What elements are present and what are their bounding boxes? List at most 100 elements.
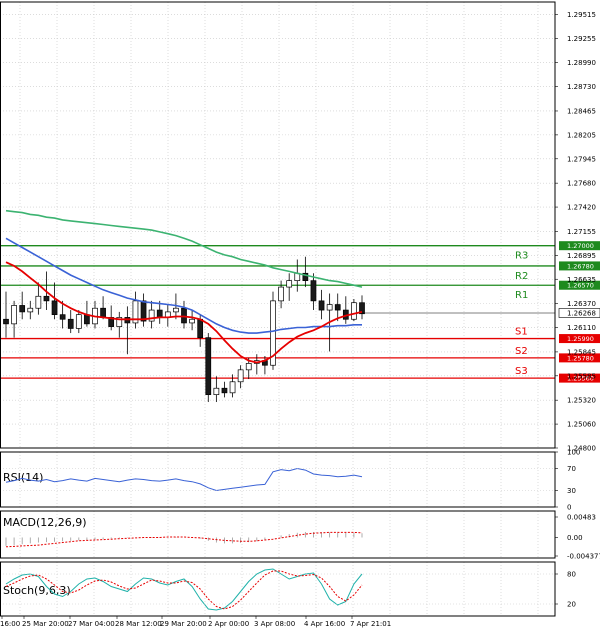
candle [213,376,220,403]
candle [100,296,106,320]
rsi-tick-label: 70 [567,465,576,473]
pivot-level-badge-text: 1.26570 [567,282,594,290]
candle-body [237,369,244,383]
candle-body [278,286,284,302]
candle [67,310,74,334]
price-tick-label: 1.28730 [567,83,596,91]
candles [3,256,365,403]
candle [318,289,325,320]
price-tick-label: 1.25320 [567,397,596,405]
candle [19,291,26,320]
ma-red-line [5,261,363,364]
candle-body [270,300,276,366]
candle [181,300,187,329]
rsi-axis: 100 70 30 0 [0,449,580,512]
time-axis: 16:00 25 Mar 20:00 27 Mar 04:00 28 Mar 12:0… [0,616,391,628]
stoch-tick-label: 80 [567,571,576,579]
candle [278,280,284,309]
panel-frame [0,1,556,449]
candle-body [43,295,50,302]
macd-axis: 0.00483 0.00 -0.004377 [555,514,600,561]
candle-body [334,304,341,311]
candle-body [75,314,82,329]
stoch-label: Stoch(9,6,3) [3,584,71,597]
pivot-level-badge [559,334,600,344]
candle-body [189,318,195,324]
pivot-level-badge [559,353,600,363]
rsi-tick-label: 100 [567,449,580,457]
candle [189,310,195,331]
candle-body [302,272,309,281]
time-tick-label: 3 Apr 08:00 [254,620,295,628]
time-tick-label: 25 Mar 20:00 [22,620,69,628]
time-tick-label: 16:00 [0,620,20,628]
pivot-level-name: S1 [515,327,528,338]
candle-body [100,307,106,318]
price-tick-label: 1.25585 [567,372,596,380]
pivot-level-name: R3 [515,251,528,262]
candle-body [181,307,187,324]
candle-body [51,300,58,316]
panel-frame [0,451,556,508]
candle-body [245,363,252,371]
pivot-level-name: S2 [515,346,528,357]
time-tick-label: 29 Mar 20:00 [160,620,207,628]
candle [148,300,155,329]
stoch-axis: 80 20 [0,571,576,609]
candle-body [351,302,357,320]
candle-body [19,305,26,313]
candle [359,295,365,320]
candle-body [318,300,325,311]
candle-body [286,280,293,288]
candle [342,296,349,324]
time-tick-label: 28 Mar 12:00 [115,620,162,628]
pivot-level-badge-text: 1.25990 [567,335,594,343]
price-tick-label: 1.26110 [567,324,596,332]
price-tick-label: 1.27945 [567,155,596,163]
price-tick-label: 1.24800 [567,445,596,453]
candle [27,300,34,320]
candle-body [173,307,179,313]
candle [92,300,98,329]
price-tick-label: 1.25060 [567,421,596,429]
ma-green-line [5,209,363,288]
candle [237,365,244,389]
pivot-levels [0,245,555,379]
panel-frame [0,561,556,617]
price-tick-label: 1.29515 [567,11,596,19]
candle [3,291,9,338]
candle-body [229,381,236,394]
time-tick-label: 7 Apr 21:01 [350,620,391,628]
price-tick-label: 1.27680 [567,180,596,188]
pivot-level-labels: R3 1.27000 R2 1.26780 R1 1.26570 S1 1.25990 S2 1.… [362,241,600,383]
candle-body [156,309,163,318]
current-price-badge [558,308,600,318]
candle [132,291,139,329]
candle [221,381,228,398]
pivot-level-badge [559,261,600,271]
price-tick-label: 1.26635 [567,276,596,284]
panel-frame [0,510,556,559]
candle-body [140,300,147,322]
candle [11,300,17,338]
macd-signal-line [5,531,363,548]
candle-body [84,314,90,325]
candle-body [116,317,123,327]
candle-body [221,387,228,394]
stoch-k-line [5,568,363,611]
pivot-level-badge [559,280,600,290]
stoch-panel: Stoch(9,6,3) 80 20 [0,568,576,611]
candle [75,310,82,334]
candle-body [35,295,42,309]
price-tick-label: 1.26370 [567,300,596,308]
candle [164,304,171,327]
candle-body [27,307,34,313]
price-tick-label: 1.29255 [567,35,596,43]
candle [51,282,58,320]
candle [205,333,212,403]
candle [310,273,317,311]
candle [59,300,66,329]
candle-body [59,314,66,320]
candle-body [11,305,17,325]
candle-body [205,337,212,396]
